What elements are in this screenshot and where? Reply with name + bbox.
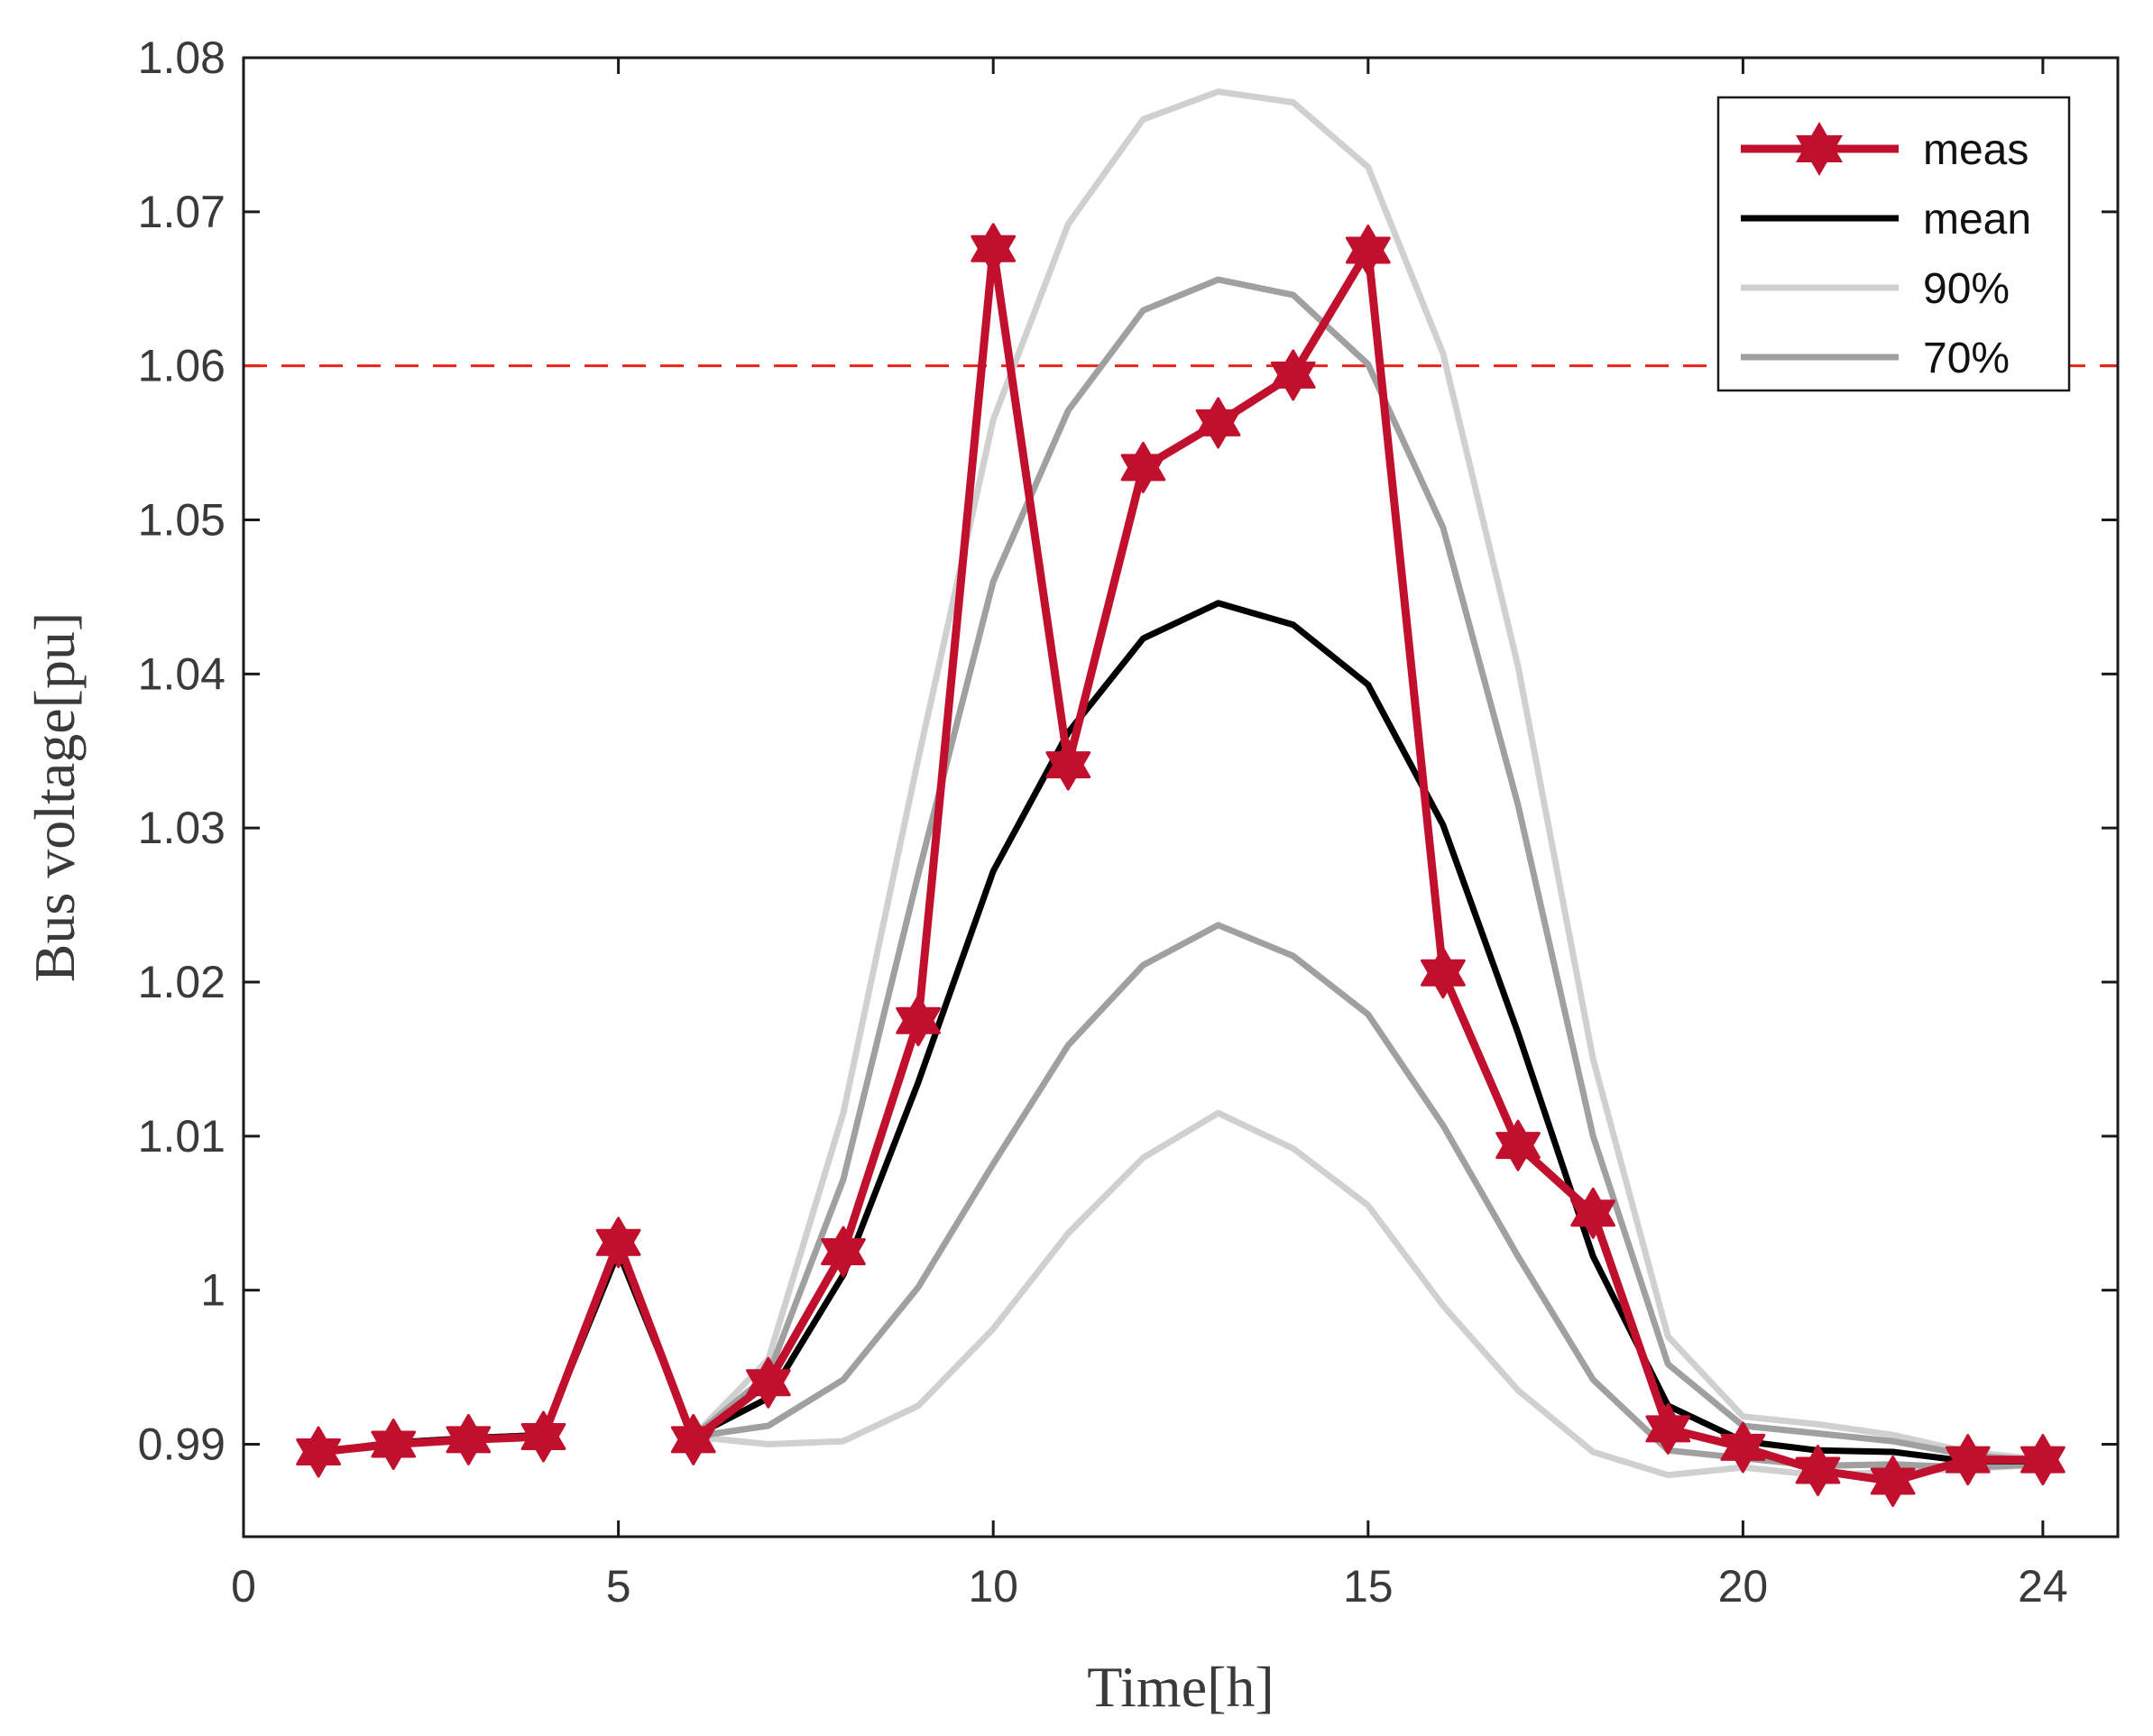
data-point-meas	[446, 1413, 492, 1465]
legend-marker-meas	[1796, 122, 1843, 176]
data-point-meas	[896, 995, 941, 1047]
legend-label-90: 90%	[1923, 265, 2010, 313]
x-tick-label: 5	[606, 1561, 631, 1612]
x-tick-label: 0	[231, 1561, 256, 1612]
y-tick-label: 1.03	[138, 803, 225, 853]
legend-label-70: 70%	[1923, 335, 2010, 382]
data-point-meas	[1870, 1456, 1916, 1507]
y-tick-labels: 0.99 1 1.01 1.02 1.03 1.04 1.05 1.06 1.07 1.08	[138, 32, 225, 1470]
data-point-meas	[1570, 1187, 1615, 1239]
y-tick-label: 1.05	[138, 495, 225, 546]
y-tick-label: 1	[200, 1265, 225, 1316]
data-point-meas	[2020, 1434, 2066, 1486]
legend: meas mean 90% 70%	[1716, 96, 2071, 392]
data-point-meas	[1045, 739, 1091, 791]
y-tick-label: 1.01	[138, 1111, 225, 1162]
data-point-meas	[296, 1426, 341, 1478]
data-point-meas	[670, 1413, 716, 1465]
data-point-meas	[1795, 1445, 1841, 1496]
y-tick-label: 1.07	[138, 187, 225, 237]
data-point-meas	[1495, 1119, 1541, 1171]
data-point-meas	[1645, 1402, 1691, 1455]
data-point-meas	[1195, 397, 1241, 449]
marker-layer	[296, 223, 2066, 1507]
x-tick-labels: 0 5 10 15 20 24	[231, 1561, 2068, 1612]
y-tick-label: 0.99	[138, 1419, 225, 1470]
legend-label-mean: mean	[1923, 196, 2031, 243]
plot-frame	[242, 56, 2120, 1539]
data-point-meas	[1720, 1421, 1766, 1474]
y-tick-label: 1.06	[138, 341, 225, 391]
x-axis-title: Time[h]	[1087, 1655, 1274, 1719]
data-point-meas	[1120, 441, 1166, 493]
y-tick-label: 1.08	[138, 32, 225, 83]
x-tick-label: 20	[1718, 1561, 1769, 1612]
data-point-meas	[371, 1419, 417, 1470]
legend-rows: meas mean 90% 70%	[1741, 122, 2031, 382]
legend-label-meas: meas	[1923, 126, 2029, 174]
data-point-meas	[1945, 1434, 1991, 1486]
data-point-meas	[746, 1356, 791, 1409]
x-tick-label: 24	[2018, 1561, 2068, 1612]
y-tick-label: 1.04	[138, 648, 225, 699]
y-tick-label: 1.02	[138, 957, 225, 1007]
x-tick-label: 10	[968, 1561, 1018, 1612]
x-tick-label: 15	[1343, 1561, 1394, 1612]
data-point-meas	[1270, 349, 1316, 401]
data-point-meas	[971, 223, 1017, 275]
data-point-meas	[1421, 947, 1466, 999]
y-axis-title: Bus voltage[pu]	[23, 612, 87, 983]
data-point-meas	[520, 1410, 566, 1463]
data-point-meas	[595, 1217, 641, 1269]
data-point-meas	[1345, 225, 1391, 276]
data-point-meas	[821, 1226, 866, 1278]
